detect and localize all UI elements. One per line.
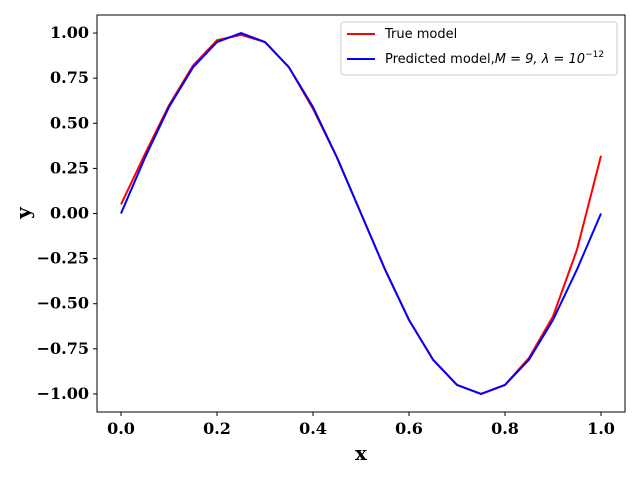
- y-tick-label: 0.25: [50, 158, 89, 177]
- legend-label-true-model: True model: [384, 27, 457, 42]
- x-tick-label: 0.4: [299, 419, 327, 438]
- y-tick-label: 0.75: [50, 68, 89, 87]
- y-axis-label: y: [11, 206, 35, 220]
- y-tick-label: −0.50: [37, 294, 89, 313]
- x-axis-label: x: [355, 441, 368, 465]
- series-group: [120, 32, 602, 395]
- y-tick-label: 1.00: [50, 23, 89, 42]
- y-tick-label: −1.00: [37, 384, 89, 403]
- x-tick-label: 0.8: [491, 419, 519, 438]
- x-tick-label: 0.0: [107, 419, 135, 438]
- y-axis-ticks: −1.00 −0.75 −0.50 −0.25 0.00 0.25 0.50 0.75 1.00: [37, 23, 97, 403]
- y-tick-label: 0.50: [50, 113, 89, 132]
- x-axis-ticks: 0.0 0.2 0.4 0.6 0.8 1.0: [107, 412, 615, 438]
- y-tick-label: −0.75: [37, 339, 89, 358]
- y-tick-label: 0.00: [50, 204, 89, 223]
- x-tick-label: 1.0: [587, 419, 615, 438]
- x-tick-label: 0.2: [203, 419, 231, 438]
- legend: True model Predicted model,M = 9, λ = 10…: [340, 21, 618, 76]
- legend-label-predicted-model: Predicted model,M = 9, λ = 10−12: [385, 50, 604, 67]
- x-tick-label: 0.6: [395, 419, 423, 438]
- y-tick-label: −0.25: [37, 249, 89, 268]
- legend-box: [340, 21, 618, 76]
- series-line-predicted-model: [120, 32, 602, 395]
